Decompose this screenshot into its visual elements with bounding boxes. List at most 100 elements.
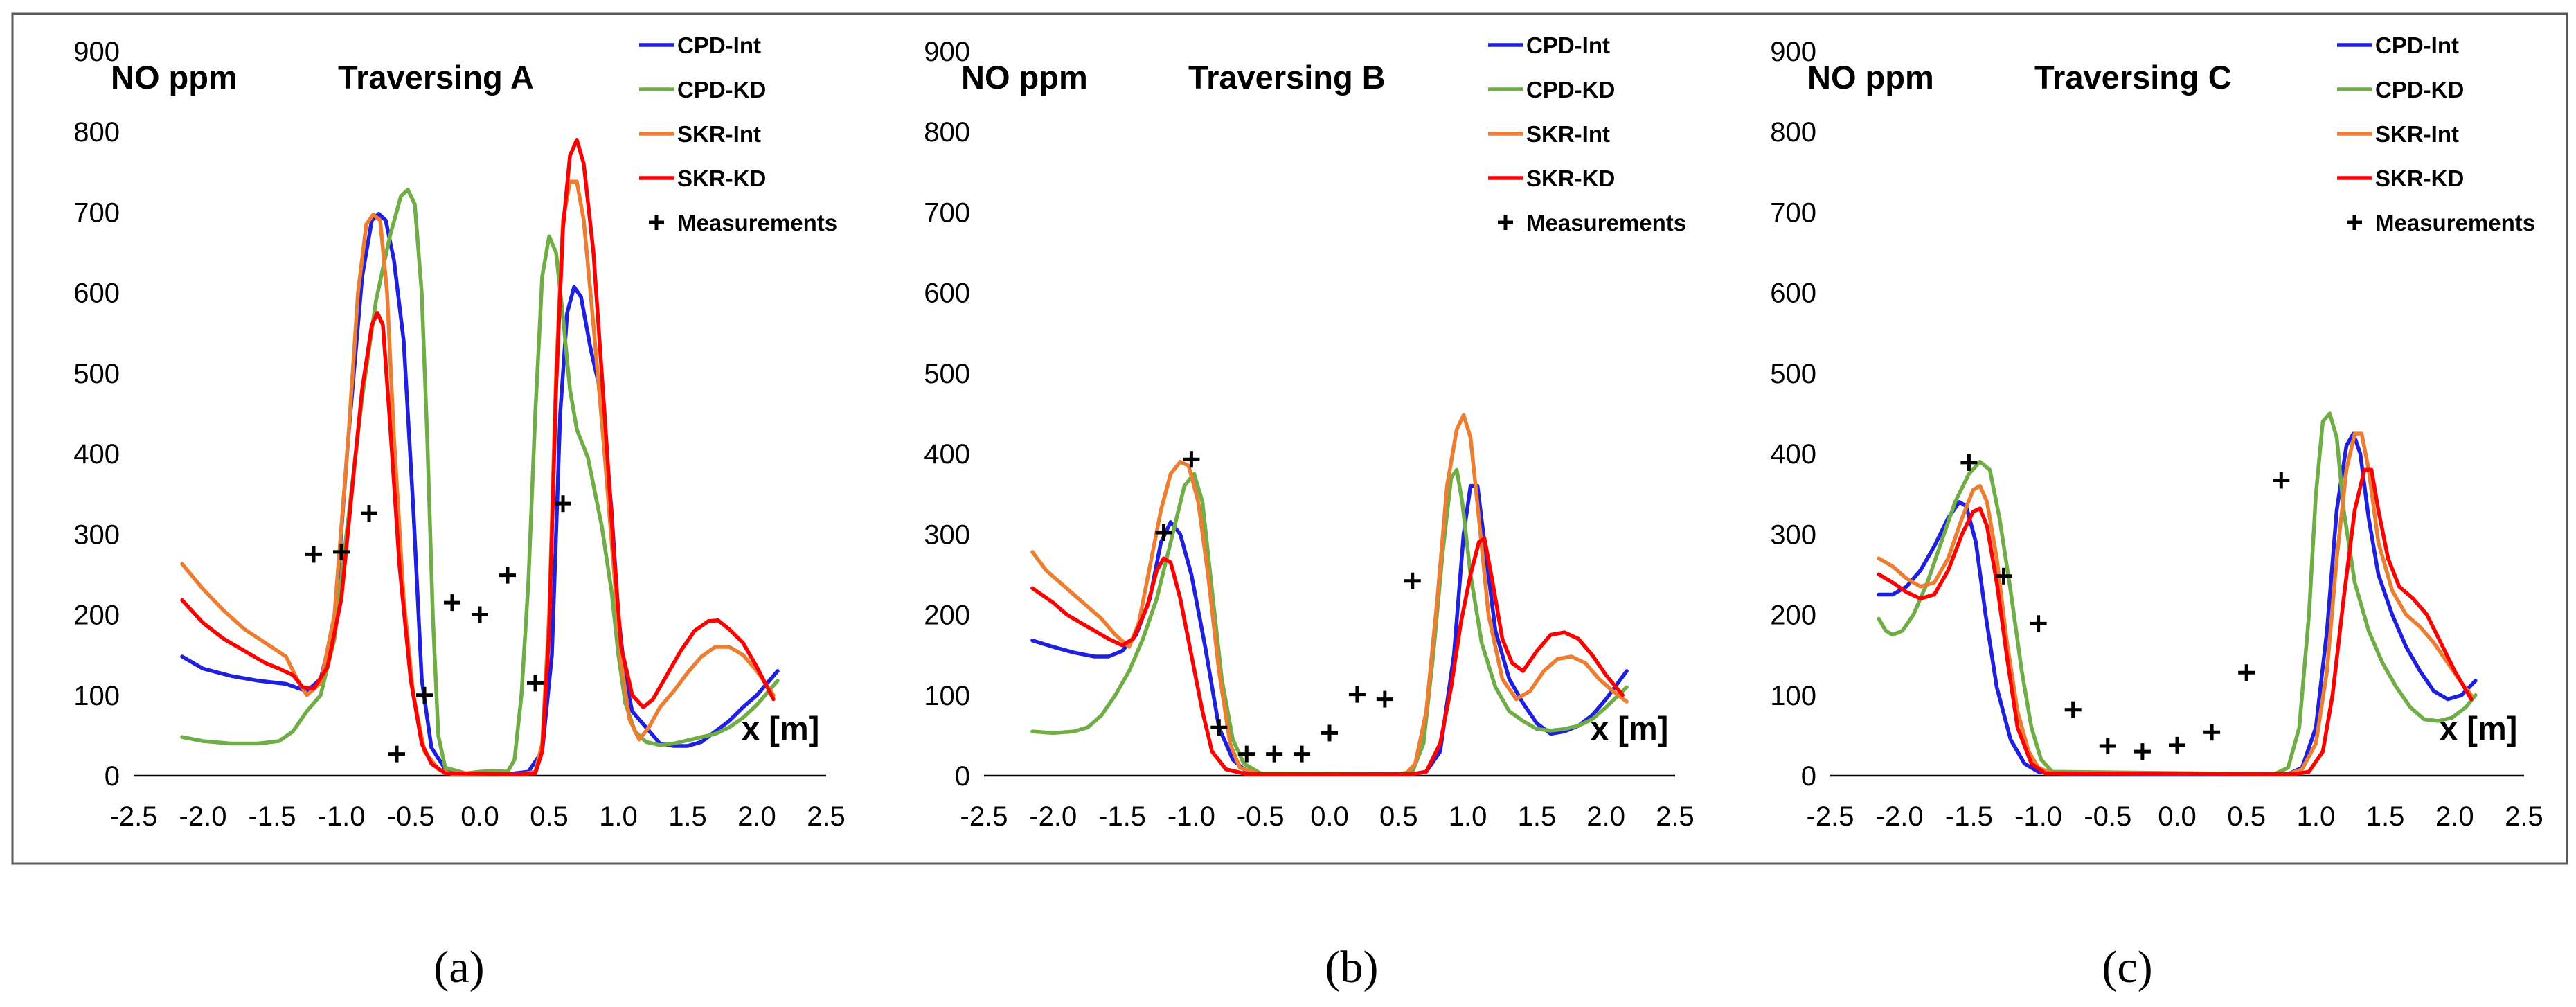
y-tick-label: 700 xyxy=(924,197,970,228)
x-tick-label: 1.5 xyxy=(668,801,707,832)
x-tick-label: 2.5 xyxy=(807,801,846,832)
measurement-points xyxy=(1960,454,2290,760)
legend-item: SKR-KD xyxy=(1488,166,1615,191)
x-tick-label: -1.5 xyxy=(1945,801,1993,832)
measurement-point xyxy=(1376,690,1393,708)
y-tick-label: 0 xyxy=(105,761,120,792)
x-tick-label: 0.0 xyxy=(1310,801,1349,832)
x-axis-label: x [m] xyxy=(1591,710,1668,747)
x-tick-label: -1.0 xyxy=(1168,801,1215,832)
y-tick-label: 500 xyxy=(73,359,120,389)
legend-label: SKR-Int xyxy=(2375,121,2459,147)
x-tick-label: 2.5 xyxy=(1656,801,1694,832)
y-tick-label: 900 xyxy=(73,37,120,67)
measurement-point xyxy=(305,546,322,563)
legend-label: CPD-Int xyxy=(2375,33,2459,58)
measurement-point xyxy=(2169,736,2185,754)
y-tick-label: 300 xyxy=(924,519,970,550)
measurement-point xyxy=(2273,472,2290,489)
panel-title-quantity: NO ppm xyxy=(111,59,238,96)
sublabel-b: (b) xyxy=(1325,942,1379,992)
x-tick-label: -2.5 xyxy=(110,801,158,832)
y-tick-label: 400 xyxy=(73,439,120,470)
measurement-point xyxy=(2030,615,2047,632)
y-tick-label: 400 xyxy=(1770,439,1816,470)
measurement-point xyxy=(1238,745,1255,763)
y-tick-label: 300 xyxy=(73,519,120,550)
measurement-point xyxy=(1183,451,1200,468)
x-tick-label: 2.0 xyxy=(1586,801,1625,832)
y-tick-label: 600 xyxy=(1770,278,1816,309)
measurement-points xyxy=(305,495,571,763)
x-tick-label: 1.0 xyxy=(1449,801,1487,832)
legend-label: SKR-Int xyxy=(1526,121,1610,147)
y-tick-label: 800 xyxy=(1770,117,1816,148)
y-tick-label: 700 xyxy=(73,197,120,228)
y-tick-label: 0 xyxy=(955,761,970,792)
y-tick-label: 500 xyxy=(924,359,970,389)
measurement-point xyxy=(1266,745,1283,763)
y-tick-label: 900 xyxy=(924,37,970,67)
measurement-point xyxy=(1294,745,1311,763)
panel-title-traversing: Traversing C xyxy=(2034,59,2232,96)
legend: CPD-Int CPD-KD SKR-Int SKR-KD Measurements xyxy=(2337,33,2535,235)
measurement-point xyxy=(527,675,544,692)
series-line-cpd-int xyxy=(1877,431,2478,776)
panel-title-traversing: Traversing A xyxy=(338,59,534,96)
x-tick-label: -0.5 xyxy=(387,801,435,832)
measurement-point xyxy=(555,495,571,513)
measurement-point xyxy=(472,606,488,623)
measurement-point xyxy=(1995,567,2012,585)
x-tick-label: -1.0 xyxy=(2014,801,2062,832)
x-tick-label: 1.0 xyxy=(599,801,638,832)
measurement-point xyxy=(416,686,433,704)
chart-panel-c: 0 100 200 300 400 500 600 700 800 900 -2.5 -2.0 -1.5… xyxy=(1770,33,2543,832)
x-tick-label: -1.5 xyxy=(1098,801,1146,832)
x-tick-label: 1.5 xyxy=(1518,801,1557,832)
y-tick-label: 100 xyxy=(924,681,970,711)
x-tick-label: 0.0 xyxy=(2158,801,2197,832)
x-axis-label: x [m] xyxy=(742,710,819,747)
legend-item: SKR-Int xyxy=(639,121,761,147)
legend-label: CPD-KD xyxy=(2375,77,2464,103)
sublabel-c: (c) xyxy=(2102,942,2152,992)
series-line-cpd-kd xyxy=(1877,411,2478,776)
sublabel-a: (a) xyxy=(433,942,484,992)
legend-item: CPD-Int xyxy=(639,33,761,58)
measurement-point xyxy=(1348,686,1366,703)
chart-panel-a: 0 100 200 300 400 500 600 700 800 900 -2.5 -2.0 -1.5… xyxy=(73,33,846,832)
x-tick-label: 1.5 xyxy=(2366,801,2405,832)
x-tick-label: 0.5 xyxy=(530,801,569,832)
x-tick-label: 2.0 xyxy=(2435,801,2474,832)
y-tick-label: 200 xyxy=(73,600,120,631)
x-tick-label: -1.5 xyxy=(249,801,296,832)
series-line-skr-kd xyxy=(1877,467,2474,776)
y-tick-label: 200 xyxy=(924,600,970,631)
measurement-point xyxy=(1960,454,1978,471)
x-tick-label: 0.0 xyxy=(460,801,499,832)
x-tick-label: 0.5 xyxy=(1379,801,1418,832)
y-tick-label: 100 xyxy=(73,681,120,711)
measurement-point xyxy=(2064,701,2082,718)
x-tick-label: -0.5 xyxy=(2084,801,2131,832)
x-tick-label: -2.0 xyxy=(179,801,227,832)
legend-label: SKR-KD xyxy=(2375,166,2464,191)
y-tick-label: 300 xyxy=(1770,519,1816,550)
legend-label: CPD-KD xyxy=(677,77,766,103)
measurement-points xyxy=(1155,451,1421,763)
measurement-point xyxy=(1155,524,1172,542)
legend-item: Measurements xyxy=(2347,210,2535,235)
panel-title-traversing: Traversing B xyxy=(1188,59,1386,96)
x-tick-label: 2.0 xyxy=(737,801,776,832)
legend-label: Measurements xyxy=(1526,210,1686,235)
chart-panel-b: 0 100 200 300 400 500 600 700 800 900 -2.5 -2.0 -1.5… xyxy=(924,33,1694,832)
legend: CPD-Int CPD-KD SKR-Int SKR-KD Measurements xyxy=(1488,33,1686,235)
measurement-point xyxy=(2238,664,2255,681)
legend-label: CPD-Int xyxy=(677,33,761,58)
legend-item: CPD-KD xyxy=(2337,77,2464,103)
x-tick-label: -1.0 xyxy=(318,801,366,832)
series-line-skr-int xyxy=(1030,413,1629,776)
panel-title-quantity: NO ppm xyxy=(961,59,1088,96)
measurement-point xyxy=(2134,743,2151,760)
